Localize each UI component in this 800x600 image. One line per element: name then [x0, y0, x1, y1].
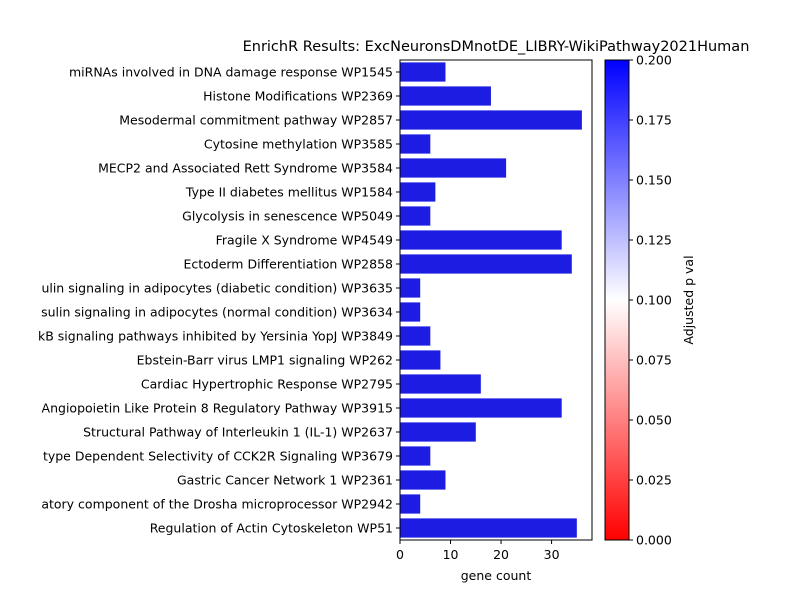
- x-axis-label: gene count: [461, 568, 532, 583]
- bar: [400, 62, 446, 82]
- bar: [400, 398, 562, 418]
- category-label: Structural Pathway of Interleukin 1 (IL-…: [83, 425, 393, 440]
- x-tick-label: 20: [493, 547, 509, 562]
- colorbar-gradient: [604, 59, 630, 541]
- category-label: Ectoderm Differentiation WP2858: [183, 257, 393, 272]
- bar: [400, 350, 441, 370]
- bar: [400, 110, 582, 130]
- bar: [400, 518, 577, 538]
- x-axis: 0 10 20 30: [396, 540, 560, 562]
- plot-frame: [399, 59, 593, 541]
- colorbar-tick-label: 0.100: [636, 293, 672, 308]
- colorbar-tick-label: 0.150: [636, 173, 672, 188]
- category-label: Glycolysis in senescence WP5049: [182, 209, 393, 224]
- category-label: Angiopoietin Like Protein 8 Regulatory P…: [42, 401, 393, 416]
- bar: [400, 302, 421, 322]
- category-label: Gastric Cancer Network 1 WP2361: [177, 473, 393, 488]
- bar: [400, 446, 431, 466]
- category-label: atory component of the Drosha microproce…: [41, 497, 393, 512]
- category-label: Regulation of Actin Cytoskeleton WP51: [150, 521, 393, 536]
- category-label: Type II diabetes mellitus WP1584: [185, 185, 393, 200]
- category-label: type Dependent Selectivity of CCK2R Sign…: [43, 449, 393, 464]
- category-label: sulin signaling in adipocytes (normal co…: [41, 305, 393, 320]
- bar: [400, 422, 476, 442]
- bar: [400, 254, 572, 274]
- bar: [400, 206, 431, 226]
- bar: [400, 134, 431, 154]
- bar: [400, 326, 431, 346]
- category-label: Cardiac Hypertrophic Response WP2795: [141, 377, 393, 392]
- x-tick-label: 0: [396, 547, 404, 562]
- colorbar-label: Adjusted p val: [681, 255, 696, 344]
- category-label: Ebstein-Barr virus LMP1 signaling WP262: [137, 353, 393, 368]
- bar: [400, 470, 446, 490]
- chart-title: EnrichR Results: ExcNeuronsDMnotDE_LIBRY…: [243, 39, 750, 55]
- colorbar-tick-label: 0.025: [636, 473, 672, 488]
- bar: [400, 230, 562, 250]
- colorbar-tick-label: 0.175: [636, 113, 672, 128]
- colorbar-tick-label: 0.200: [636, 53, 672, 68]
- bar: [400, 374, 481, 394]
- colorbar-ticks: 0.000 0.025 0.050 0.075 0.100 0.125 0.150 0.175…: [629, 53, 672, 548]
- bar: [400, 494, 421, 514]
- category-label: ulin signaling in adipocytes (diabetic c…: [41, 281, 393, 296]
- colorbar-tick-label: 0.075: [636, 353, 672, 368]
- category-labels: miRNAs involved in DNA damage response W…: [38, 65, 400, 536]
- colorbar: 0.000 0.025 0.050 0.075 0.100 0.125 0.150 0.175…: [604, 53, 696, 548]
- bar: [400, 86, 491, 106]
- bars-group: [400, 62, 582, 538]
- bar: [400, 182, 436, 202]
- colorbar-tick-label: 0.000: [636, 533, 672, 548]
- category-label: MECP2 and Associated Rett Syndrome WP358…: [98, 161, 393, 176]
- bar: [400, 278, 421, 298]
- category-label: Histone Modifications WP2369: [203, 89, 393, 104]
- x-tick-label: 30: [544, 547, 560, 562]
- category-label: kB signaling pathways inhibited by Yersi…: [38, 329, 393, 344]
- bar: [400, 158, 507, 178]
- category-label: miRNAs involved in DNA damage response W…: [69, 65, 393, 80]
- category-label: Mesodermal commitment pathway WP2857: [119, 113, 393, 128]
- colorbar-tick-label: 0.050: [636, 413, 672, 428]
- x-tick-label: 10: [443, 547, 459, 562]
- category-label: Fragile X Syndrome WP4549: [216, 233, 393, 248]
- category-label: Cytosine methylation WP3585: [204, 137, 393, 152]
- colorbar-tick-label: 0.125: [636, 233, 672, 248]
